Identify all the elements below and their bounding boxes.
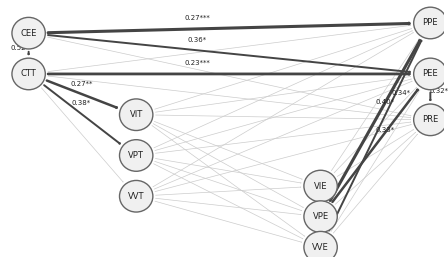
Ellipse shape xyxy=(12,58,45,90)
Text: 0.23***: 0.23*** xyxy=(185,60,210,66)
Ellipse shape xyxy=(120,180,153,212)
Text: 0.32*: 0.32* xyxy=(430,88,448,94)
Ellipse shape xyxy=(414,104,447,136)
Ellipse shape xyxy=(12,17,45,49)
Text: 0.38*: 0.38* xyxy=(72,100,91,106)
Ellipse shape xyxy=(414,7,447,39)
Text: 0.36*: 0.36* xyxy=(188,37,207,43)
Text: CTT: CTT xyxy=(21,69,36,79)
Text: PEE: PEE xyxy=(422,69,438,79)
Text: VVE: VVE xyxy=(312,243,329,252)
Ellipse shape xyxy=(414,58,447,90)
Text: PPE: PPE xyxy=(422,18,438,28)
Text: 0.27***: 0.27*** xyxy=(185,15,210,21)
Text: 0.40*: 0.40* xyxy=(376,99,395,105)
Ellipse shape xyxy=(304,201,337,232)
Ellipse shape xyxy=(120,140,153,171)
Text: VIE: VIE xyxy=(314,181,327,191)
Text: CEE: CEE xyxy=(21,29,37,38)
Text: 0.34*: 0.34* xyxy=(391,90,410,96)
Ellipse shape xyxy=(120,99,153,131)
Text: PRE: PRE xyxy=(422,115,439,124)
Text: VPT: VPT xyxy=(128,151,144,160)
Ellipse shape xyxy=(304,231,337,260)
Text: 0.27**: 0.27** xyxy=(70,81,93,87)
Text: VVT: VVT xyxy=(128,192,144,201)
Text: VIT: VIT xyxy=(129,110,143,119)
Text: VPE: VPE xyxy=(313,212,329,221)
Text: 0.33*: 0.33* xyxy=(376,127,395,133)
Text: 0.52*: 0.52* xyxy=(10,45,29,51)
Ellipse shape xyxy=(304,170,337,202)
